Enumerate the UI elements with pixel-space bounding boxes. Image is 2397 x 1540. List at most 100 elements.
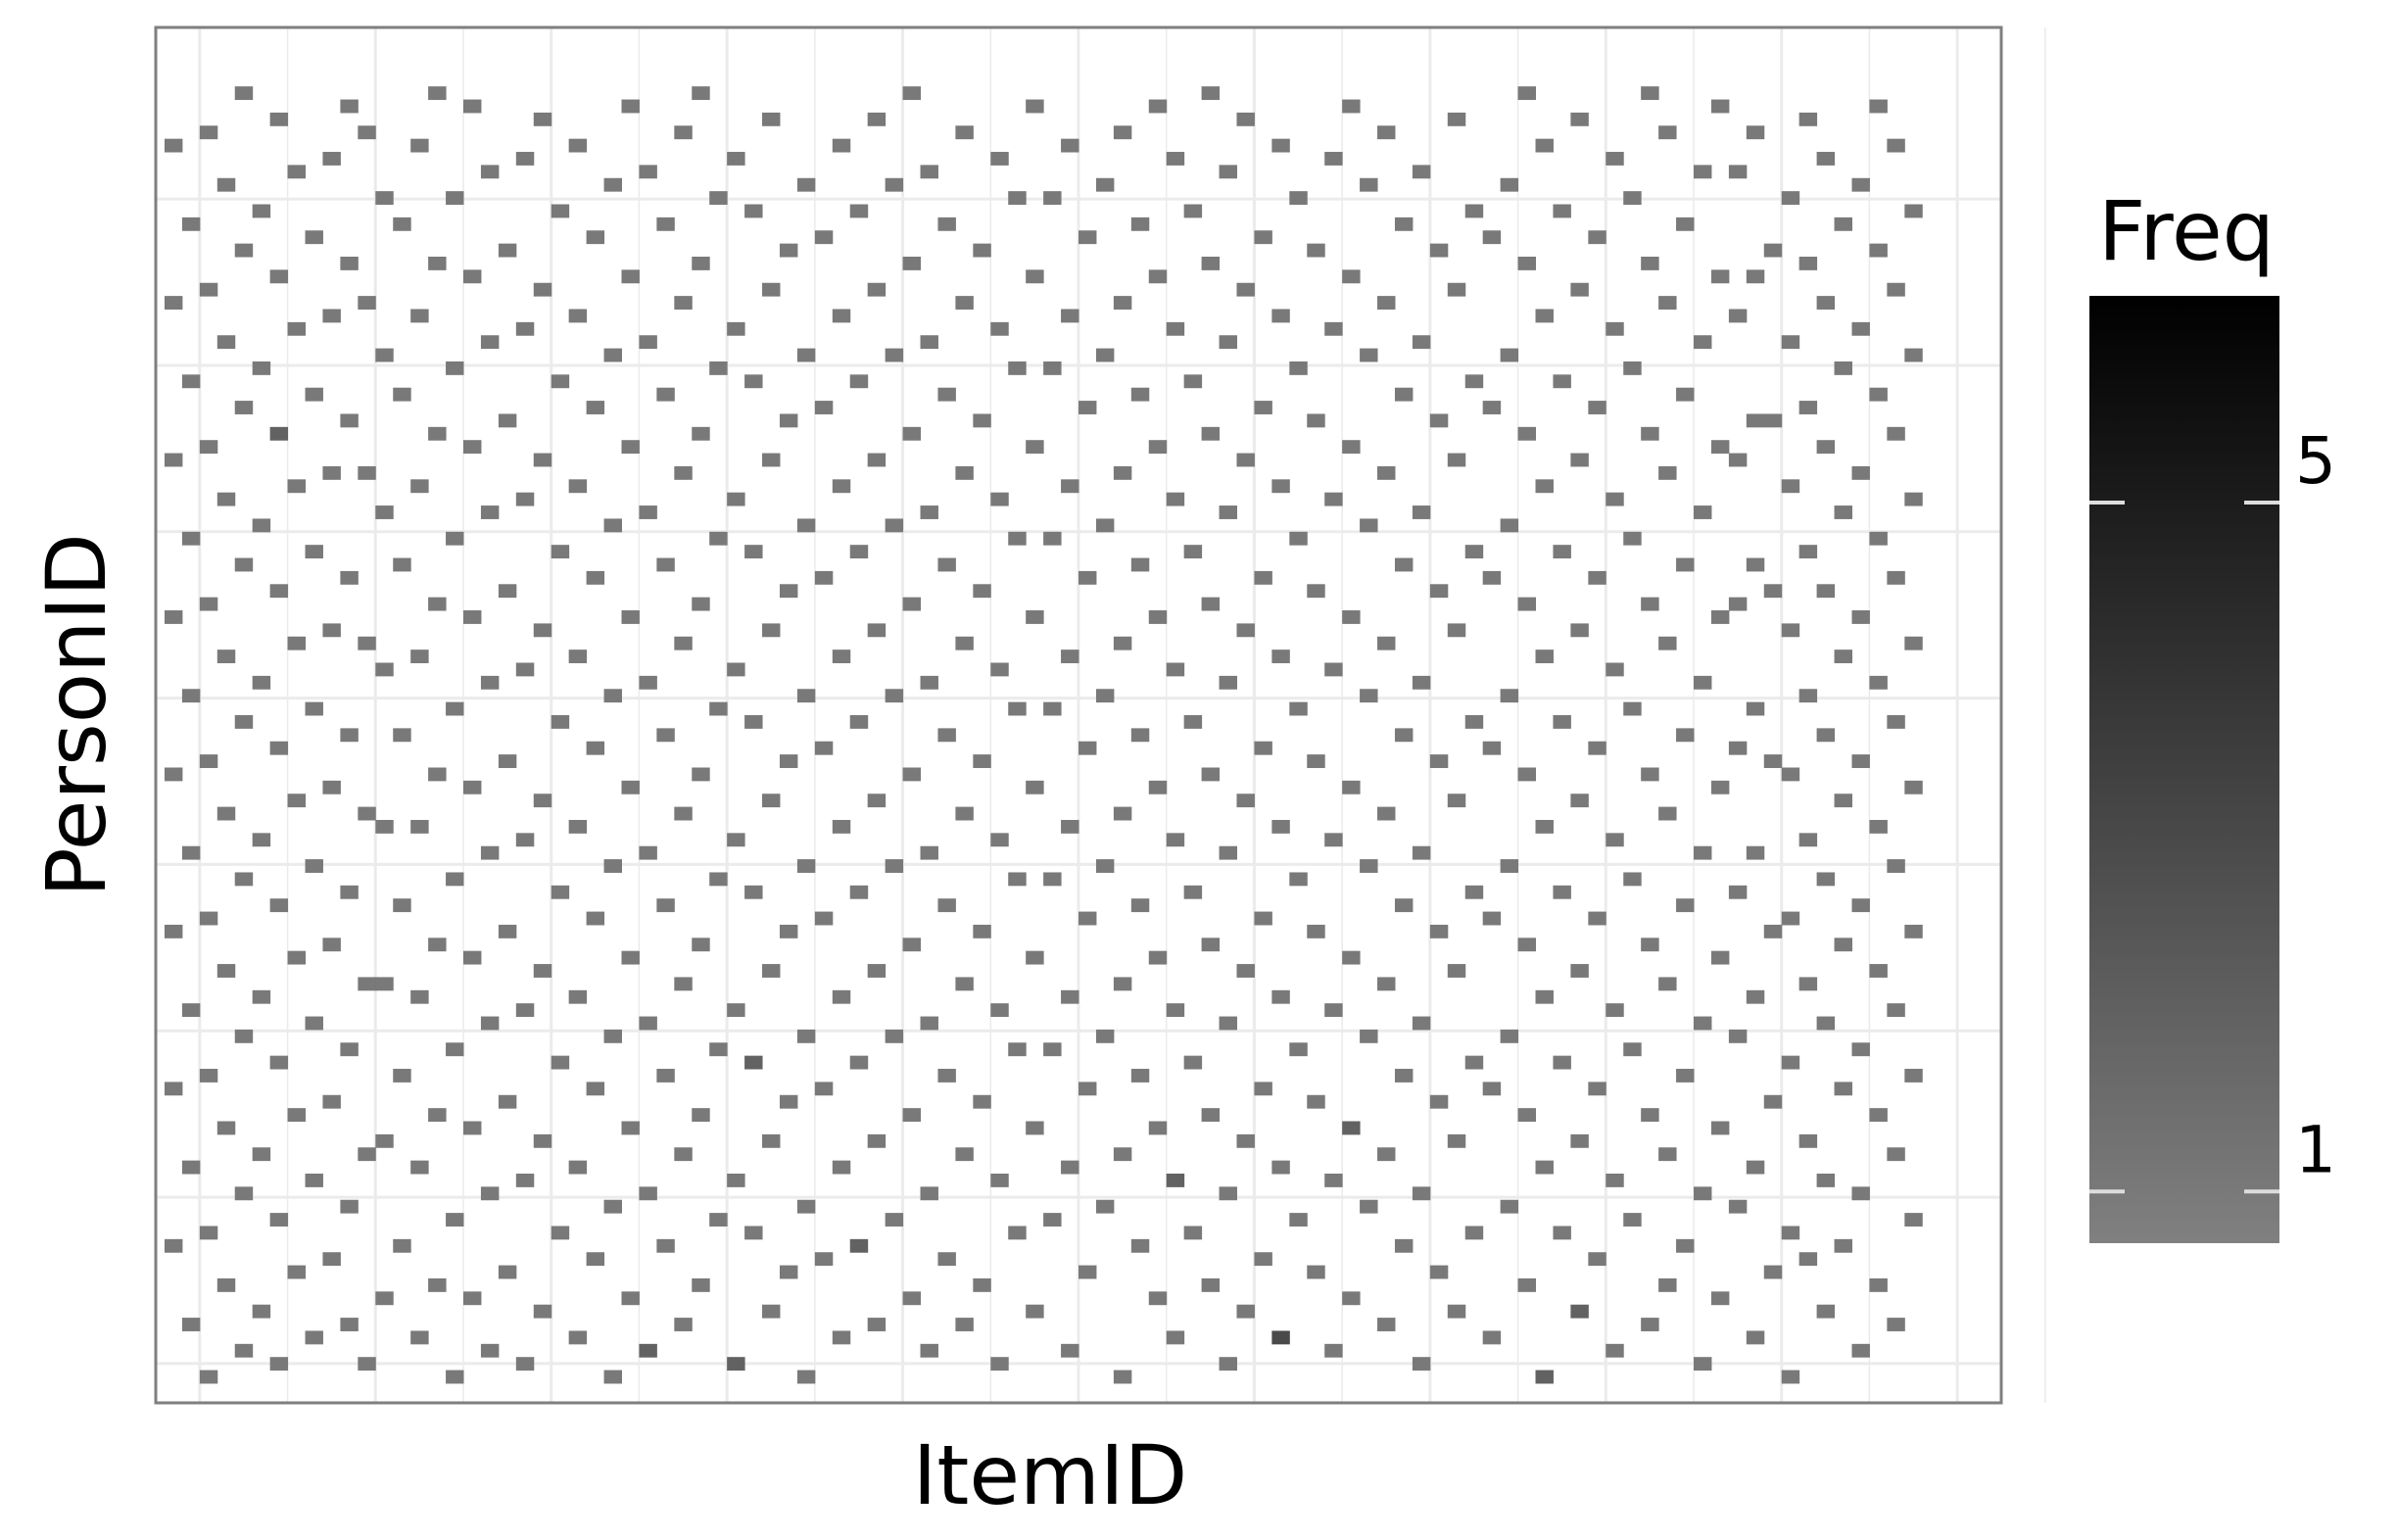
heatmap-cell xyxy=(920,675,938,690)
heatmap-cell xyxy=(832,309,851,323)
heatmap-cell xyxy=(920,845,938,860)
heatmap-cell xyxy=(603,1029,622,1043)
heatmap-cell xyxy=(1008,701,1027,716)
heatmap-cell xyxy=(1798,1133,1818,1148)
heatmap-cell xyxy=(1394,728,1414,743)
heatmap-cell xyxy=(269,269,289,284)
heatmap-cell xyxy=(1201,938,1221,952)
heatmap-cell xyxy=(920,505,938,519)
heatmap-cell xyxy=(480,1186,500,1201)
heatmap-cell xyxy=(1763,1094,1783,1109)
heatmap-cell xyxy=(1606,1343,1624,1358)
heatmap-cell xyxy=(1043,361,1062,375)
heatmap-cell xyxy=(1641,767,1659,782)
heatmap-cell xyxy=(1183,204,1203,218)
heatmap-cell xyxy=(234,401,254,414)
heatmap-cell xyxy=(1570,112,1589,126)
heatmap-cell xyxy=(463,780,482,794)
heatmap-cell xyxy=(1816,1174,1836,1187)
heatmap-cell xyxy=(1342,950,1361,965)
heatmap-cell xyxy=(902,1291,922,1306)
heatmap-cell xyxy=(1043,531,1062,546)
heatmap-cell xyxy=(1447,1133,1466,1148)
heatmap-cell xyxy=(1130,728,1150,743)
heatmap-cell xyxy=(1412,675,1431,690)
heatmap-cell xyxy=(674,296,693,310)
heatmap-cell xyxy=(322,1094,341,1109)
heatmap-cell xyxy=(1851,610,1870,624)
heatmap-cell xyxy=(568,138,588,153)
heatmap-cell xyxy=(358,806,376,821)
heatmap-cell xyxy=(1113,806,1132,821)
heatmap-cell xyxy=(1641,597,1659,611)
heatmap-cell xyxy=(867,1318,887,1331)
heatmap-cell xyxy=(955,465,974,480)
heatmap-cell xyxy=(533,1304,552,1319)
heatmap-cell xyxy=(1342,1291,1361,1306)
heatmap-cell xyxy=(181,531,201,546)
heatmap-cell xyxy=(393,557,411,572)
heatmap-cell xyxy=(1079,570,1097,585)
heatmap-cell xyxy=(287,950,307,965)
heatmap-cell xyxy=(1095,518,1115,533)
heatmap-cell xyxy=(639,505,657,519)
heatmap-cell xyxy=(656,557,675,572)
heatmap-cell xyxy=(1482,741,1502,755)
heatmap-cell xyxy=(1394,557,1414,572)
heatmap-cell xyxy=(1026,1121,1044,1135)
heatmap-cell xyxy=(410,138,429,153)
heatmap-cell xyxy=(1061,650,1079,664)
heatmap-cell xyxy=(1676,217,1695,231)
heatmap-cell xyxy=(305,1174,323,1187)
heatmap-cell xyxy=(762,964,781,978)
heatmap-cell xyxy=(216,1121,236,1135)
heatmap-cell xyxy=(727,662,745,677)
heatmap-cell xyxy=(1658,1147,1677,1162)
heatmap-cell xyxy=(1219,1357,1237,1372)
heatmap-cell xyxy=(1763,584,1783,599)
heatmap-cell xyxy=(1728,1029,1748,1043)
heatmap-cell xyxy=(1095,689,1115,703)
heatmap-cell xyxy=(164,453,183,467)
heatmap-cell xyxy=(164,296,183,310)
heatmap-cell xyxy=(1429,413,1449,428)
heatmap-cell xyxy=(1394,217,1414,231)
heatmap-cell xyxy=(551,374,570,389)
heatmap-cell xyxy=(305,1016,323,1031)
heatmap-cell xyxy=(551,715,570,729)
heatmap-cell xyxy=(1869,1277,1888,1292)
heatmap-cell xyxy=(1851,1042,1870,1057)
heatmap-cell xyxy=(1623,1042,1642,1057)
heatmap-cell xyxy=(955,296,974,310)
heatmap-cell xyxy=(393,898,411,913)
heatmap-cell xyxy=(234,86,254,101)
heatmap-cell xyxy=(814,570,834,585)
heatmap-cell xyxy=(515,1003,535,1018)
heatmap-cell xyxy=(1289,701,1308,716)
heatmap-cell xyxy=(1289,361,1308,375)
heatmap-cell xyxy=(375,662,394,677)
heatmap-cell xyxy=(375,191,394,206)
heatmap-cell xyxy=(1834,650,1852,664)
heatmap-cell xyxy=(428,1108,447,1123)
heatmap-cell xyxy=(832,650,851,664)
heatmap-cell xyxy=(1694,335,1712,350)
heatmap-cell xyxy=(1641,1108,1659,1123)
heatmap-cell xyxy=(779,754,798,768)
heatmap-cell xyxy=(1500,1199,1519,1214)
heatmap-cell xyxy=(358,465,376,480)
heatmap-cell xyxy=(1464,204,1484,218)
heatmap-cell xyxy=(269,112,289,126)
heatmap-cell xyxy=(709,361,728,375)
heatmap-cell xyxy=(1201,767,1221,782)
heatmap-cell xyxy=(216,650,236,664)
heatmap-cell xyxy=(902,597,922,611)
heatmap-cell xyxy=(498,413,517,428)
heatmap-cell xyxy=(990,1357,1009,1372)
heatmap-cell xyxy=(1816,584,1836,599)
heatmap-cell xyxy=(1166,1003,1185,1018)
heatmap-cell xyxy=(287,479,307,494)
heatmap-cell xyxy=(1535,309,1554,323)
legend-tick-label: 5 xyxy=(2295,423,2336,499)
heatmap-cell xyxy=(674,977,693,991)
